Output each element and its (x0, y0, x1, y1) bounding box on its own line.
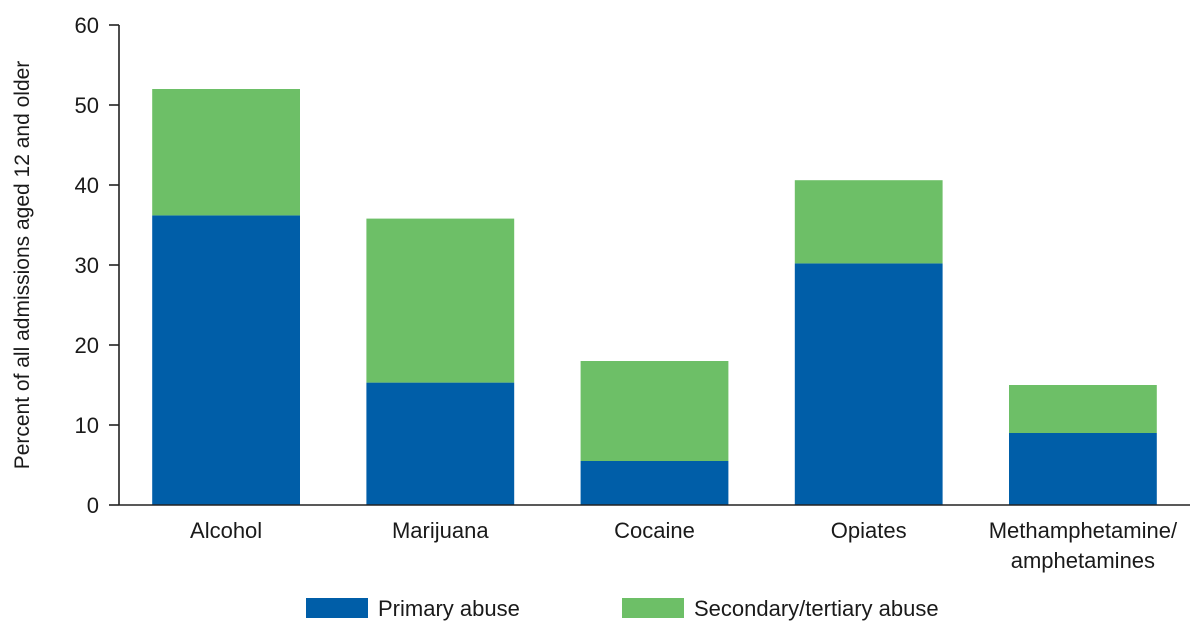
x-tick-label: Marijuana (392, 518, 489, 543)
x-tick-label: Alcohol (190, 518, 262, 543)
y-tick-label: 50 (75, 93, 99, 118)
x-tick-label: amphetamines (1011, 548, 1155, 573)
y-tick-label: 0 (87, 493, 99, 518)
x-tick-label: Opiates (831, 518, 907, 543)
y-tick-label: 40 (75, 173, 99, 198)
bar-secondary-2 (580, 361, 729, 461)
y-tick-label: 30 (75, 253, 99, 278)
bar-primary-3 (794, 263, 943, 505)
bar-secondary-3 (794, 180, 943, 264)
bar-primary-1 (366, 382, 515, 505)
legend-swatch (622, 598, 684, 618)
legend-label: Primary abuse (378, 596, 520, 621)
y-tick-label: 10 (75, 413, 99, 438)
bar-primary-4 (1009, 433, 1157, 505)
x-axis: Alcohol Marijuana Cocaine Opiates Methamphet… (119, 504, 1190, 573)
x-tick-label: Methamphetamine/ (989, 518, 1178, 543)
legend: Primary abuse Secondary/tertiary abuse (306, 596, 939, 621)
y-axis: 0 10 20 30 40 50 60 (75, 13, 120, 518)
bar-primary-0 (152, 215, 300, 505)
bar-primary-2 (580, 461, 729, 505)
x-tick-label: Cocaine (614, 518, 695, 543)
y-axis-label: Percent of all admissions aged 12 and ol… (11, 61, 34, 470)
bar-secondary-4 (1009, 385, 1157, 433)
y-tick-label: 60 (75, 13, 99, 38)
legend-swatch (306, 598, 368, 618)
bars (152, 89, 1157, 505)
bar-secondary-0 (152, 89, 300, 216)
y-tick-label: 20 (75, 333, 99, 358)
legend-label: Secondary/tertiary abuse (694, 596, 939, 621)
bar-secondary-1 (366, 218, 515, 383)
